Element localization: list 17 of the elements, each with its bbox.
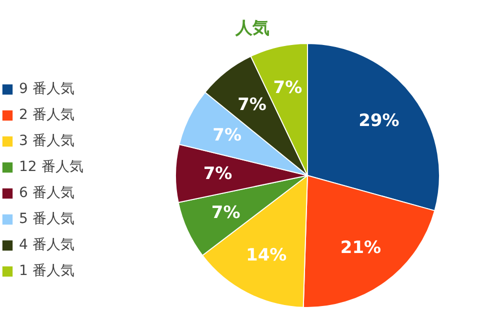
legend-label: 1 番人気: [19, 262, 74, 280]
data-label: 7%: [273, 78, 302, 98]
legend-label: 9 番人気: [19, 80, 74, 98]
legend-label: 12 番人気: [19, 158, 84, 176]
data-label: 7%: [211, 202, 240, 223]
legend-label: 4 番人気: [19, 236, 74, 254]
legend-label: 3 番人気: [19, 132, 74, 150]
data-label: 21%: [340, 238, 382, 258]
data-label: 7%: [212, 126, 242, 146]
data-label: 7%: [203, 164, 232, 184]
chart-title: 人気: [234, 18, 270, 38]
data-label: 14%: [246, 245, 287, 266]
legend-label: 2 番人気: [19, 106, 74, 124]
data-label: 7%: [238, 94, 266, 115]
data-label: 29%: [358, 111, 400, 132]
legend-label: 5 番人気: [19, 210, 74, 228]
legend-label: 6 番人気: [19, 184, 74, 202]
